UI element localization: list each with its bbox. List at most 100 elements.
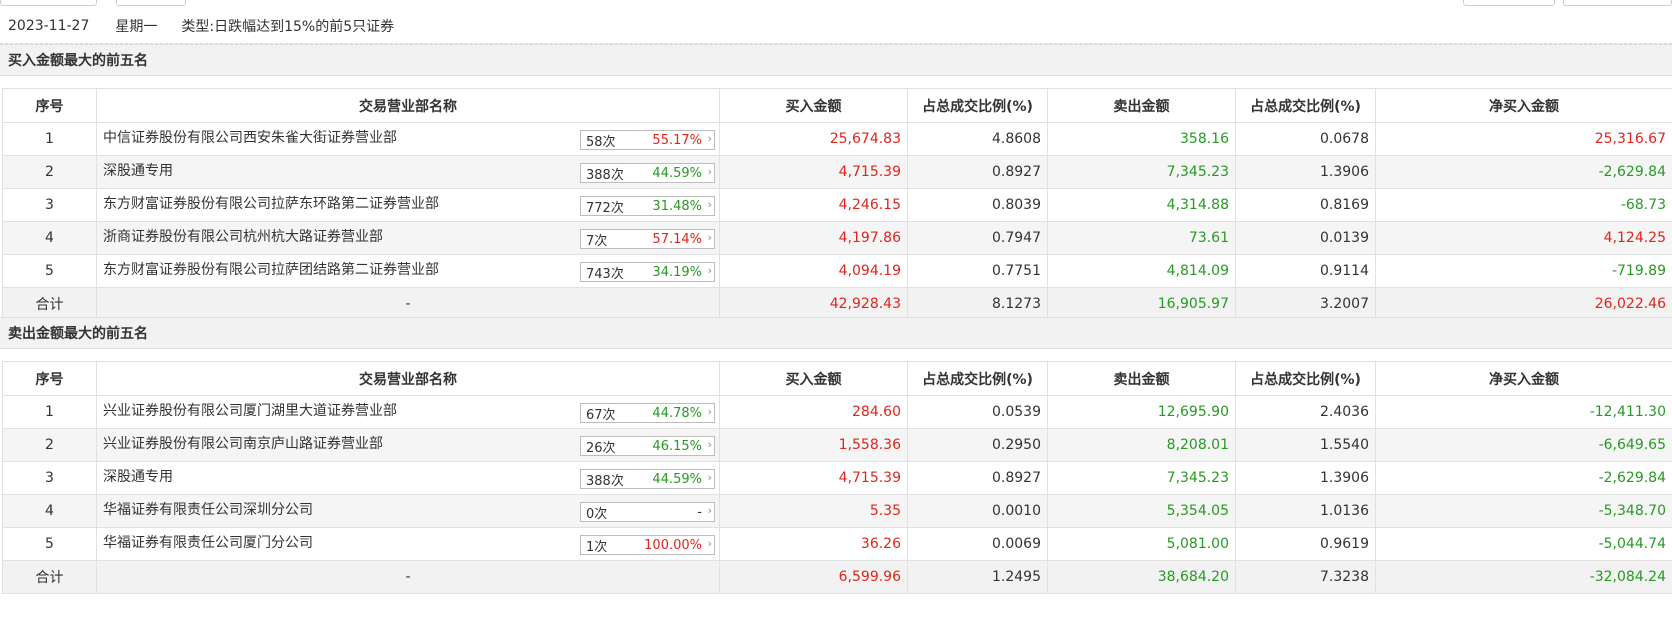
top-right-stub-1[interactable]: [1463, 0, 1555, 6]
top-dropdown-stub-1[interactable]: [0, 0, 97, 6]
col-header-branch-name: 交易营业部名称: [96, 88, 720, 123]
buy-amount: 4,197.86: [719, 221, 908, 255]
branch-name-cell: 东方财富证券股份有限公司拉萨团结路第二证券营业部 743次 34.19% ›: [96, 254, 720, 288]
sell-section-title: 卖出金额最大的前五名: [0, 317, 1672, 349]
branch-name-cell: 兴业证券股份有限公司厦门湖里大道证券营业部 67次 44.78% ›: [96, 395, 720, 429]
date-text: 2023-11-27: [8, 17, 90, 34]
col-header-index: 序号: [2, 88, 97, 123]
branch-name-link[interactable]: 东方财富证券股份有限公司拉萨东环路第二证券营业部: [103, 196, 439, 212]
type-value: 日跌幅达到15%的前5只证券: [214, 18, 395, 35]
col-header-buy-amount: 买入金额: [719, 88, 908, 123]
col-header-buy-ratio: 占总成交比例(%): [907, 88, 1048, 123]
branch-stat-box[interactable]: 388次 44.59% ›: [580, 163, 715, 183]
buy-ratio: 0.8039: [907, 188, 1048, 222]
top-right-stub-2[interactable]: [1563, 0, 1672, 6]
buy-amount: 5.35: [719, 494, 908, 528]
branch-name-link[interactable]: 中信证券股份有限公司西安朱雀大街证券营业部: [103, 130, 397, 146]
branch-stat-box[interactable]: 26次 46.15% ›: [580, 436, 715, 456]
sell-amount: 5,354.05: [1047, 494, 1236, 528]
sell-amount: 12,695.90: [1047, 395, 1236, 429]
row-index: 3: [2, 188, 97, 222]
buy-amount: 284.60: [719, 395, 908, 429]
table-row: 2 深股通专用 388次 44.59% › 4,715.39 0.8927 7,345.23 1…: [2, 155, 1672, 189]
buy-section-title: 买入金额最大的前五名: [0, 44, 1672, 76]
table-row: 2 兴业证券股份有限公司南京庐山路证券营业部 26次 46.15% › 1,558.36 0…: [2, 428, 1672, 462]
branch-stat-box[interactable]: 58次 55.17% ›: [580, 130, 715, 150]
buy-ratio: 0.7947: [907, 221, 1048, 255]
branch-stat-box[interactable]: 743次 34.19% ›: [580, 262, 715, 282]
buy-amount: 4,246.15: [719, 188, 908, 222]
total-sell-ratio: 7.3238: [1235, 560, 1376, 594]
win-rate: 44.59%: [652, 165, 702, 181]
total-sell-amount: 16,905.97: [1047, 287, 1236, 321]
branch-name-cell: 兴业证券股份有限公司南京庐山路证券营业部 26次 46.15% ›: [96, 428, 720, 462]
row-index: 4: [2, 494, 97, 528]
sell-amount: 7,345.23: [1047, 155, 1236, 189]
col-header-sell-ratio: 占总成交比例(%): [1235, 88, 1376, 123]
chevron-right-icon: ›: [707, 504, 712, 517]
listing-count: 388次: [586, 167, 624, 183]
chevron-right-icon: ›: [707, 471, 712, 484]
col-header-net-buy: 净买入金额: [1375, 88, 1672, 123]
branch-name-link[interactable]: 华福证券有限责任公司厦门分公司: [103, 535, 313, 551]
branch-name-cell: 浙商证券股份有限公司杭州杭大路证券营业部 7次 57.14% ›: [96, 221, 720, 255]
sell-ratio: 1.3906: [1235, 155, 1376, 189]
branch-stat-box[interactable]: 772次 31.48% ›: [580, 196, 715, 216]
branch-name-cell: 华福证券有限责任公司厦门分公司 1次 100.00% ›: [96, 527, 720, 561]
info-bar: 2023-11-27 星期一 类型: 日跌幅达到15%的前5只证券: [0, 8, 1672, 44]
col-header-buy-amount: 买入金额: [719, 361, 908, 396]
row-index: 1: [2, 395, 97, 429]
listing-count: 1次: [586, 539, 608, 555]
chevron-right-icon: ›: [707, 198, 712, 211]
buy-ratio: 0.2950: [907, 428, 1048, 462]
branch-name-cell: 东方财富证券股份有限公司拉萨东环路第二证券营业部 772次 31.48% ›: [96, 188, 720, 222]
branch-name-link[interactable]: 兴业证券股份有限公司南京庐山路证券营业部: [103, 436, 383, 452]
branch-name-link[interactable]: 浙商证券股份有限公司杭州杭大路证券营业部: [103, 229, 383, 245]
col-header-sell-ratio: 占总成交比例(%): [1235, 361, 1376, 396]
sell-amount: 7,345.23: [1047, 461, 1236, 495]
total-buy-amount: 6,599.96: [719, 560, 908, 594]
buy-ratio: 0.7751: [907, 254, 1048, 288]
listing-count: 26次: [586, 440, 616, 456]
total-label: 合计: [2, 560, 97, 594]
col-header-branch-name: 交易营业部名称: [96, 361, 720, 396]
branch-stat-box[interactable]: 7次 57.14% ›: [580, 229, 715, 249]
sell-amount: 4,814.09: [1047, 254, 1236, 288]
branch-name-link[interactable]: 东方财富证券股份有限公司拉萨团结路第二证券营业部: [103, 262, 439, 278]
buy-amount: 4,715.39: [719, 461, 908, 495]
sell-ratio: 0.9619: [1235, 527, 1376, 561]
branch-name-link[interactable]: 深股通专用: [103, 469, 173, 485]
win-rate: 46.15%: [652, 438, 702, 454]
sell-top5-table: 序号 交易营业部名称 买入金额 占总成交比例(%) 卖出金额 占总成交比例(%)…: [2, 361, 1672, 594]
row-index: 5: [2, 527, 97, 561]
top-dropdown-stub-2[interactable]: [116, 0, 186, 6]
net-buy-amount: -6,649.65: [1375, 428, 1672, 462]
net-buy-amount: -719.89: [1375, 254, 1672, 288]
branch-stat-box[interactable]: 0次 - ›: [580, 502, 715, 522]
table-row: 3 东方财富证券股份有限公司拉萨东环路第二证券营业部 772次 31.48% › 4,24…: [2, 188, 1672, 222]
branch-name-link[interactable]: 深股通专用: [103, 163, 173, 179]
listing-count: 743次: [586, 266, 624, 282]
branch-stat-box[interactable]: 67次 44.78% ›: [580, 403, 715, 423]
sell-amount: 5,081.00: [1047, 527, 1236, 561]
buy-ratio: 0.8927: [907, 461, 1048, 495]
branch-stat-box[interactable]: 1次 100.00% ›: [580, 535, 715, 555]
buy-amount: 1,558.36: [719, 428, 908, 462]
branch-stat-box[interactable]: 388次 44.59% ›: [580, 469, 715, 489]
col-header-sell-amount: 卖出金额: [1047, 88, 1236, 123]
total-buy-amount: 42,928.43: [719, 287, 908, 321]
table-header-row: 序号 交易营业部名称 买入金额 占总成交比例(%) 卖出金额 占总成交比例(%)…: [2, 88, 1672, 123]
buy-amount: 36.26: [719, 527, 908, 561]
branch-name-cell: 华福证券有限责任公司深圳分公司 0次 - ›: [96, 494, 720, 528]
weekday-text: 星期一: [115, 18, 158, 35]
sell-ratio: 0.9114: [1235, 254, 1376, 288]
listing-count: 67次: [586, 407, 616, 423]
win-rate: 57.14%: [652, 231, 702, 247]
buy-top5-table: 序号 交易营业部名称 买入金额 占总成交比例(%) 卖出金额 占总成交比例(%)…: [2, 88, 1672, 321]
table-header-row: 序号 交易营业部名称 买入金额 占总成交比例(%) 卖出金额 占总成交比例(%)…: [2, 361, 1672, 396]
sell-ratio: 1.0136: [1235, 494, 1376, 528]
branch-name-link[interactable]: 兴业证券股份有限公司厦门湖里大道证券营业部: [103, 403, 397, 419]
row-index: 2: [2, 155, 97, 189]
branch-name-link[interactable]: 华福证券有限责任公司深圳分公司: [103, 502, 313, 518]
total-buy-ratio: 8.1273: [907, 287, 1048, 321]
